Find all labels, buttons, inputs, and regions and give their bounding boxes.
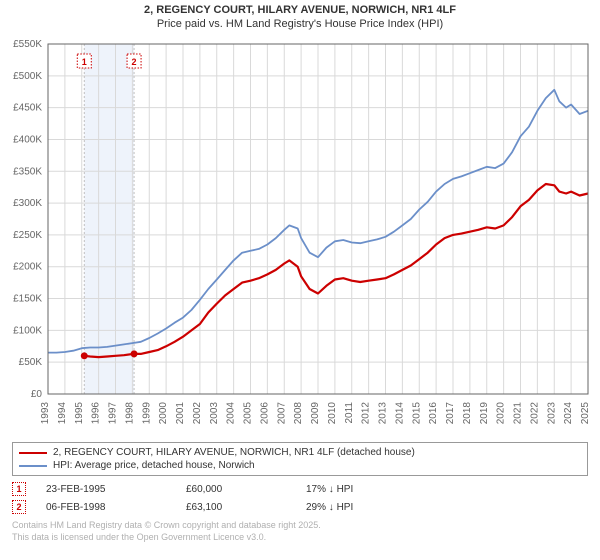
- svg-text:2011: 2011: [344, 402, 355, 424]
- transaction-diff: 29% ↓ HPI: [306, 502, 406, 513]
- svg-text:2010: 2010: [327, 402, 338, 425]
- svg-text:2016: 2016: [428, 402, 439, 425]
- svg-text:£500K: £500K: [13, 71, 42, 82]
- svg-text:£550K: £550K: [13, 39, 42, 50]
- svg-text:1993: 1993: [40, 402, 51, 425]
- transaction-marker: 2: [12, 500, 26, 514]
- svg-text:1997: 1997: [108, 402, 119, 425]
- svg-text:2001: 2001: [175, 402, 186, 425]
- transaction-marker: 1: [12, 482, 26, 496]
- legend-item: 2, REGENCY COURT, HILARY AVENUE, NORWICH…: [19, 446, 581, 459]
- svg-text:2006: 2006: [259, 402, 270, 425]
- svg-text:2025: 2025: [580, 402, 591, 425]
- legend-label: 2, REGENCY COURT, HILARY AVENUE, NORWICH…: [53, 447, 415, 458]
- svg-text:1999: 1999: [141, 402, 152, 425]
- svg-text:2002: 2002: [192, 402, 203, 425]
- legend-swatch: [19, 452, 47, 454]
- svg-text:1996: 1996: [91, 402, 102, 425]
- legend: 2, REGENCY COURT, HILARY AVENUE, NORWICH…: [12, 442, 588, 476]
- transaction-table: 1 23-FEB-1995 £60,000 17% ↓ HPI 2 06-FEB-1998…: [12, 480, 588, 516]
- svg-text:2014: 2014: [394, 402, 405, 425]
- svg-text:1: 1: [82, 57, 87, 67]
- svg-text:2022: 2022: [529, 402, 540, 425]
- svg-text:2015: 2015: [411, 402, 422, 425]
- svg-text:£150K: £150K: [13, 294, 42, 305]
- svg-text:£250K: £250K: [13, 230, 42, 241]
- svg-text:2003: 2003: [209, 402, 220, 425]
- svg-text:£400K: £400K: [13, 134, 42, 145]
- transaction-price: £60,000: [186, 484, 286, 495]
- svg-text:£0: £0: [31, 389, 43, 400]
- svg-text:2008: 2008: [293, 402, 304, 425]
- svg-text:£50K: £50K: [19, 357, 43, 368]
- svg-text:£350K: £350K: [13, 166, 42, 177]
- svg-text:£200K: £200K: [13, 262, 42, 273]
- page-title: 2, REGENCY COURT, HILARY AVENUE, NORWICH…: [0, 0, 600, 18]
- line-chart: £0 £50K £100K £150K £200K £250K £300K £350K £400…: [0, 36, 600, 436]
- svg-text:2004: 2004: [226, 402, 237, 425]
- transaction-row: 2 06-FEB-1998 £63,100 29% ↓ HPI: [12, 498, 588, 516]
- svg-text:£100K: £100K: [13, 325, 42, 336]
- legend-swatch: [19, 465, 47, 467]
- svg-text:2000: 2000: [158, 402, 169, 425]
- svg-text:2019: 2019: [479, 402, 490, 425]
- svg-text:£300K: £300K: [13, 198, 42, 209]
- transaction-price: £63,100: [186, 502, 286, 513]
- svg-text:2: 2: [132, 57, 137, 67]
- svg-text:2017: 2017: [445, 402, 456, 425]
- transaction-diff: 17% ↓ HPI: [306, 484, 406, 495]
- svg-text:2007: 2007: [276, 402, 287, 425]
- page-subtitle: Price paid vs. HM Land Registry's House …: [0, 18, 600, 36]
- svg-text:2023: 2023: [546, 402, 557, 425]
- svg-text:2005: 2005: [243, 402, 254, 425]
- svg-text:2012: 2012: [361, 402, 372, 425]
- footnote: Contains HM Land Registry data © Crown c…: [12, 520, 588, 543]
- transaction-date: 06-FEB-1998: [46, 502, 166, 513]
- footnote-line-1: Contains HM Land Registry data © Crown c…: [12, 520, 588, 532]
- svg-text:2021: 2021: [513, 402, 524, 425]
- chart-container: £0 £50K £100K £150K £200K £250K £300K £350K £400…: [0, 36, 600, 436]
- svg-text:2024: 2024: [563, 402, 574, 425]
- footnote-line-2: This data is licensed under the Open Gov…: [12, 532, 588, 544]
- svg-text:£450K: £450K: [13, 103, 42, 114]
- legend-label: HPI: Average price, detached house, Norw…: [53, 460, 255, 471]
- svg-text:2013: 2013: [378, 402, 389, 425]
- svg-text:2009: 2009: [310, 402, 321, 425]
- legend-item: HPI: Average price, detached house, Norw…: [19, 459, 581, 472]
- transaction-row: 1 23-FEB-1995 £60,000 17% ↓ HPI: [12, 480, 588, 498]
- svg-text:1998: 1998: [124, 402, 135, 425]
- svg-text:2020: 2020: [496, 402, 507, 425]
- svg-text:1995: 1995: [74, 402, 85, 425]
- svg-text:2018: 2018: [462, 402, 473, 425]
- transaction-date: 23-FEB-1995: [46, 484, 166, 495]
- svg-text:1994: 1994: [57, 402, 68, 425]
